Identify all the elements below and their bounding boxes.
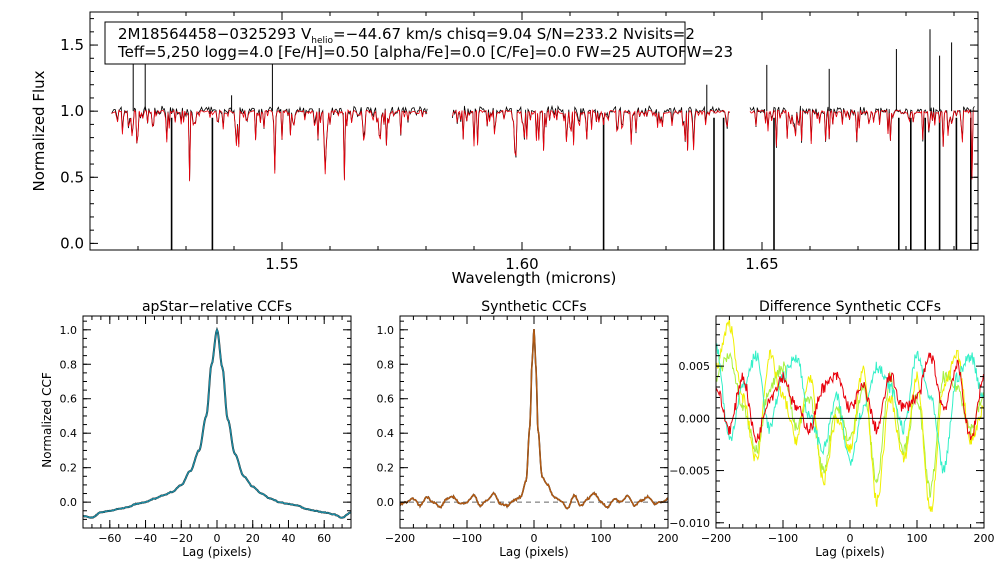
x-tick-label: −20 — [170, 532, 193, 545]
apstar-ccf-panel: apStar−relative CCFs −60 −40 −20 0 20 40 60 0.0… — [40, 299, 352, 559]
apstar-ccf-axes-frame — [82, 315, 352, 529]
observed-spectrum-chip-3 — [749, 105, 975, 178]
x-tick-label: −60 — [98, 532, 121, 545]
x-tick-label: 1.55 — [265, 255, 298, 273]
spectrum-data-layer — [111, 29, 975, 250]
x-tick-label: 200 — [974, 532, 995, 545]
apstar-ccf-ticks: −60 −40 −20 0 20 40 60 0.0 0.2 0.4 0.6 0.8 1.0 — [60, 316, 352, 545]
x-tick-label: 1.60 — [505, 255, 538, 273]
model-spectrum-chip-1 — [111, 109, 428, 182]
difference-ccf-line-red — [716, 352, 984, 444]
x-tick-label: −100 — [452, 532, 482, 545]
synthetic-ccf-title: Synthetic CCFs — [481, 299, 586, 315]
synthetic-ccf-data-layer — [400, 329, 668, 510]
x-tick-label: 0 — [531, 532, 538, 545]
spectrum-axes-frame — [89, 11, 979, 251]
y-tick-label: 1.5 — [60, 36, 84, 54]
spectrum-panel: 1.55 1.60 1.65 0.0 0.5 1.0 1.5 Wavelength (mic… — [30, 11, 979, 287]
difference-ccf-data-layer — [716, 319, 984, 512]
info-line-1-start: 2M18564458−0325293 V — [118, 25, 312, 43]
y-tick-label: 0.8 — [60, 358, 78, 371]
difference-ccf-axes-frame — [715, 315, 985, 529]
y-tick-label: 0.6 — [377, 393, 395, 406]
apstar-ccf-line — [83, 327, 351, 519]
x-tick-label: 20 — [246, 532, 260, 545]
x-tick-label: 200 — [658, 532, 679, 545]
apstar-ccf-title: apStar−relative CCFs — [142, 299, 292, 315]
y-tick-label: 0.4 — [377, 427, 395, 440]
y-tick-label: 0.5 — [60, 168, 84, 186]
spectrum-ticks: 1.55 1.60 1.65 0.0 0.5 1.0 1.5 — [60, 12, 978, 273]
x-tick-label: 100 — [907, 532, 928, 545]
y-tick-label: 1.0 — [60, 102, 84, 120]
y-tick-label: 0.0 — [60, 234, 84, 252]
difference-ccf-ticks: −200 −100 0 100 200 −0.010 −0.005 0.000 0.005 — [669, 316, 995, 545]
spectrum-y-axis-title: Normalized Flux — [30, 70, 48, 191]
x-tick-label: 1.65 — [745, 255, 778, 273]
y-tick-label: 0.2 — [60, 462, 78, 475]
x-tick-label: 60 — [317, 532, 331, 545]
difference-ccf-x-axis-title: Lag (pixels) — [815, 545, 885, 559]
x-tick-label: 100 — [591, 532, 612, 545]
y-tick-label: 0.8 — [377, 358, 395, 371]
y-tick-label: −0.005 — [669, 465, 710, 478]
x-tick-label: −40 — [134, 532, 157, 545]
difference-ccf-line-yellow-green — [716, 352, 984, 498]
y-tick-label: 0.0 — [377, 496, 395, 509]
x-tick-label: −200 — [385, 532, 415, 545]
y-tick-label: 0.6 — [60, 393, 78, 406]
y-tick-label: −0.010 — [669, 517, 710, 530]
info-line-1-end: =−44.67 km/s chisq=9.04 S/N=233.2 Nvisit… — [333, 25, 695, 43]
y-tick-label: 0.005 — [679, 360, 711, 373]
y-tick-label: 0.000 — [679, 412, 711, 425]
synthetic-ccf-line-dark — [400, 329, 668, 510]
x-tick-label: −100 — [768, 532, 798, 545]
y-tick-label: 1.0 — [60, 324, 78, 337]
synthetic-ccf-x-axis-title: Lag (pixels) — [499, 545, 569, 559]
synthetic-ccf-ticks: −200 −100 0 100 200 0.0 0.2 0.4 0.6 0.8 1.0 — [377, 316, 679, 545]
difference-ccf-panel: Difference Synthetic CCFs −200 −100 0 100 20… — [669, 299, 994, 559]
x-tick-label: −200 — [701, 532, 731, 545]
y-tick-label: 0.2 — [377, 462, 395, 475]
spectrum-x-axis-title: Wavelength (microns) — [452, 269, 617, 287]
info-line-1-subscript: helio — [311, 36, 333, 46]
y-tick-label: 0.4 — [60, 427, 78, 440]
difference-ccf-line-yellow — [716, 319, 984, 512]
synthetic-ccf-panel: Synthetic CCFs −200 −100 0 100 200 0.0 0.2 0.4 0… — [377, 299, 679, 559]
x-tick-label: 40 — [281, 532, 295, 545]
x-tick-label: 0 — [847, 532, 854, 545]
apstar-ccf-line-dark — [83, 326, 351, 519]
x-tick-label: 0 — [214, 532, 221, 545]
y-tick-label: 1.0 — [377, 324, 395, 337]
apstar-ccf-y-axis-title: Normalized CCF — [40, 372, 54, 468]
apstar-ccf-data-layer — [83, 326, 351, 519]
info-line-2: Teff=5,250 logg=4.0 [Fe/H]=0.50 [alpha/F… — [117, 43, 733, 61]
model-spectrum-chip-2 — [452, 108, 730, 156]
model-spectrum-chip-3 — [749, 109, 975, 180]
difference-ccf-line-cyan — [716, 343, 984, 474]
info-box — [104, 21, 686, 65]
y-tick-label: 0.0 — [60, 496, 78, 509]
synthetic-ccf-line — [400, 329, 668, 510]
info-line-1: 2M18564458−0325293 Vhelio=−44.67 km/s ch… — [118, 25, 695, 46]
observed-spectrum-chip-1 — [111, 105, 428, 181]
difference-ccf-title: Difference Synthetic CCFs — [759, 299, 941, 315]
apstar-ccf-x-axis-title: Lag (pixels) — [182, 545, 252, 559]
